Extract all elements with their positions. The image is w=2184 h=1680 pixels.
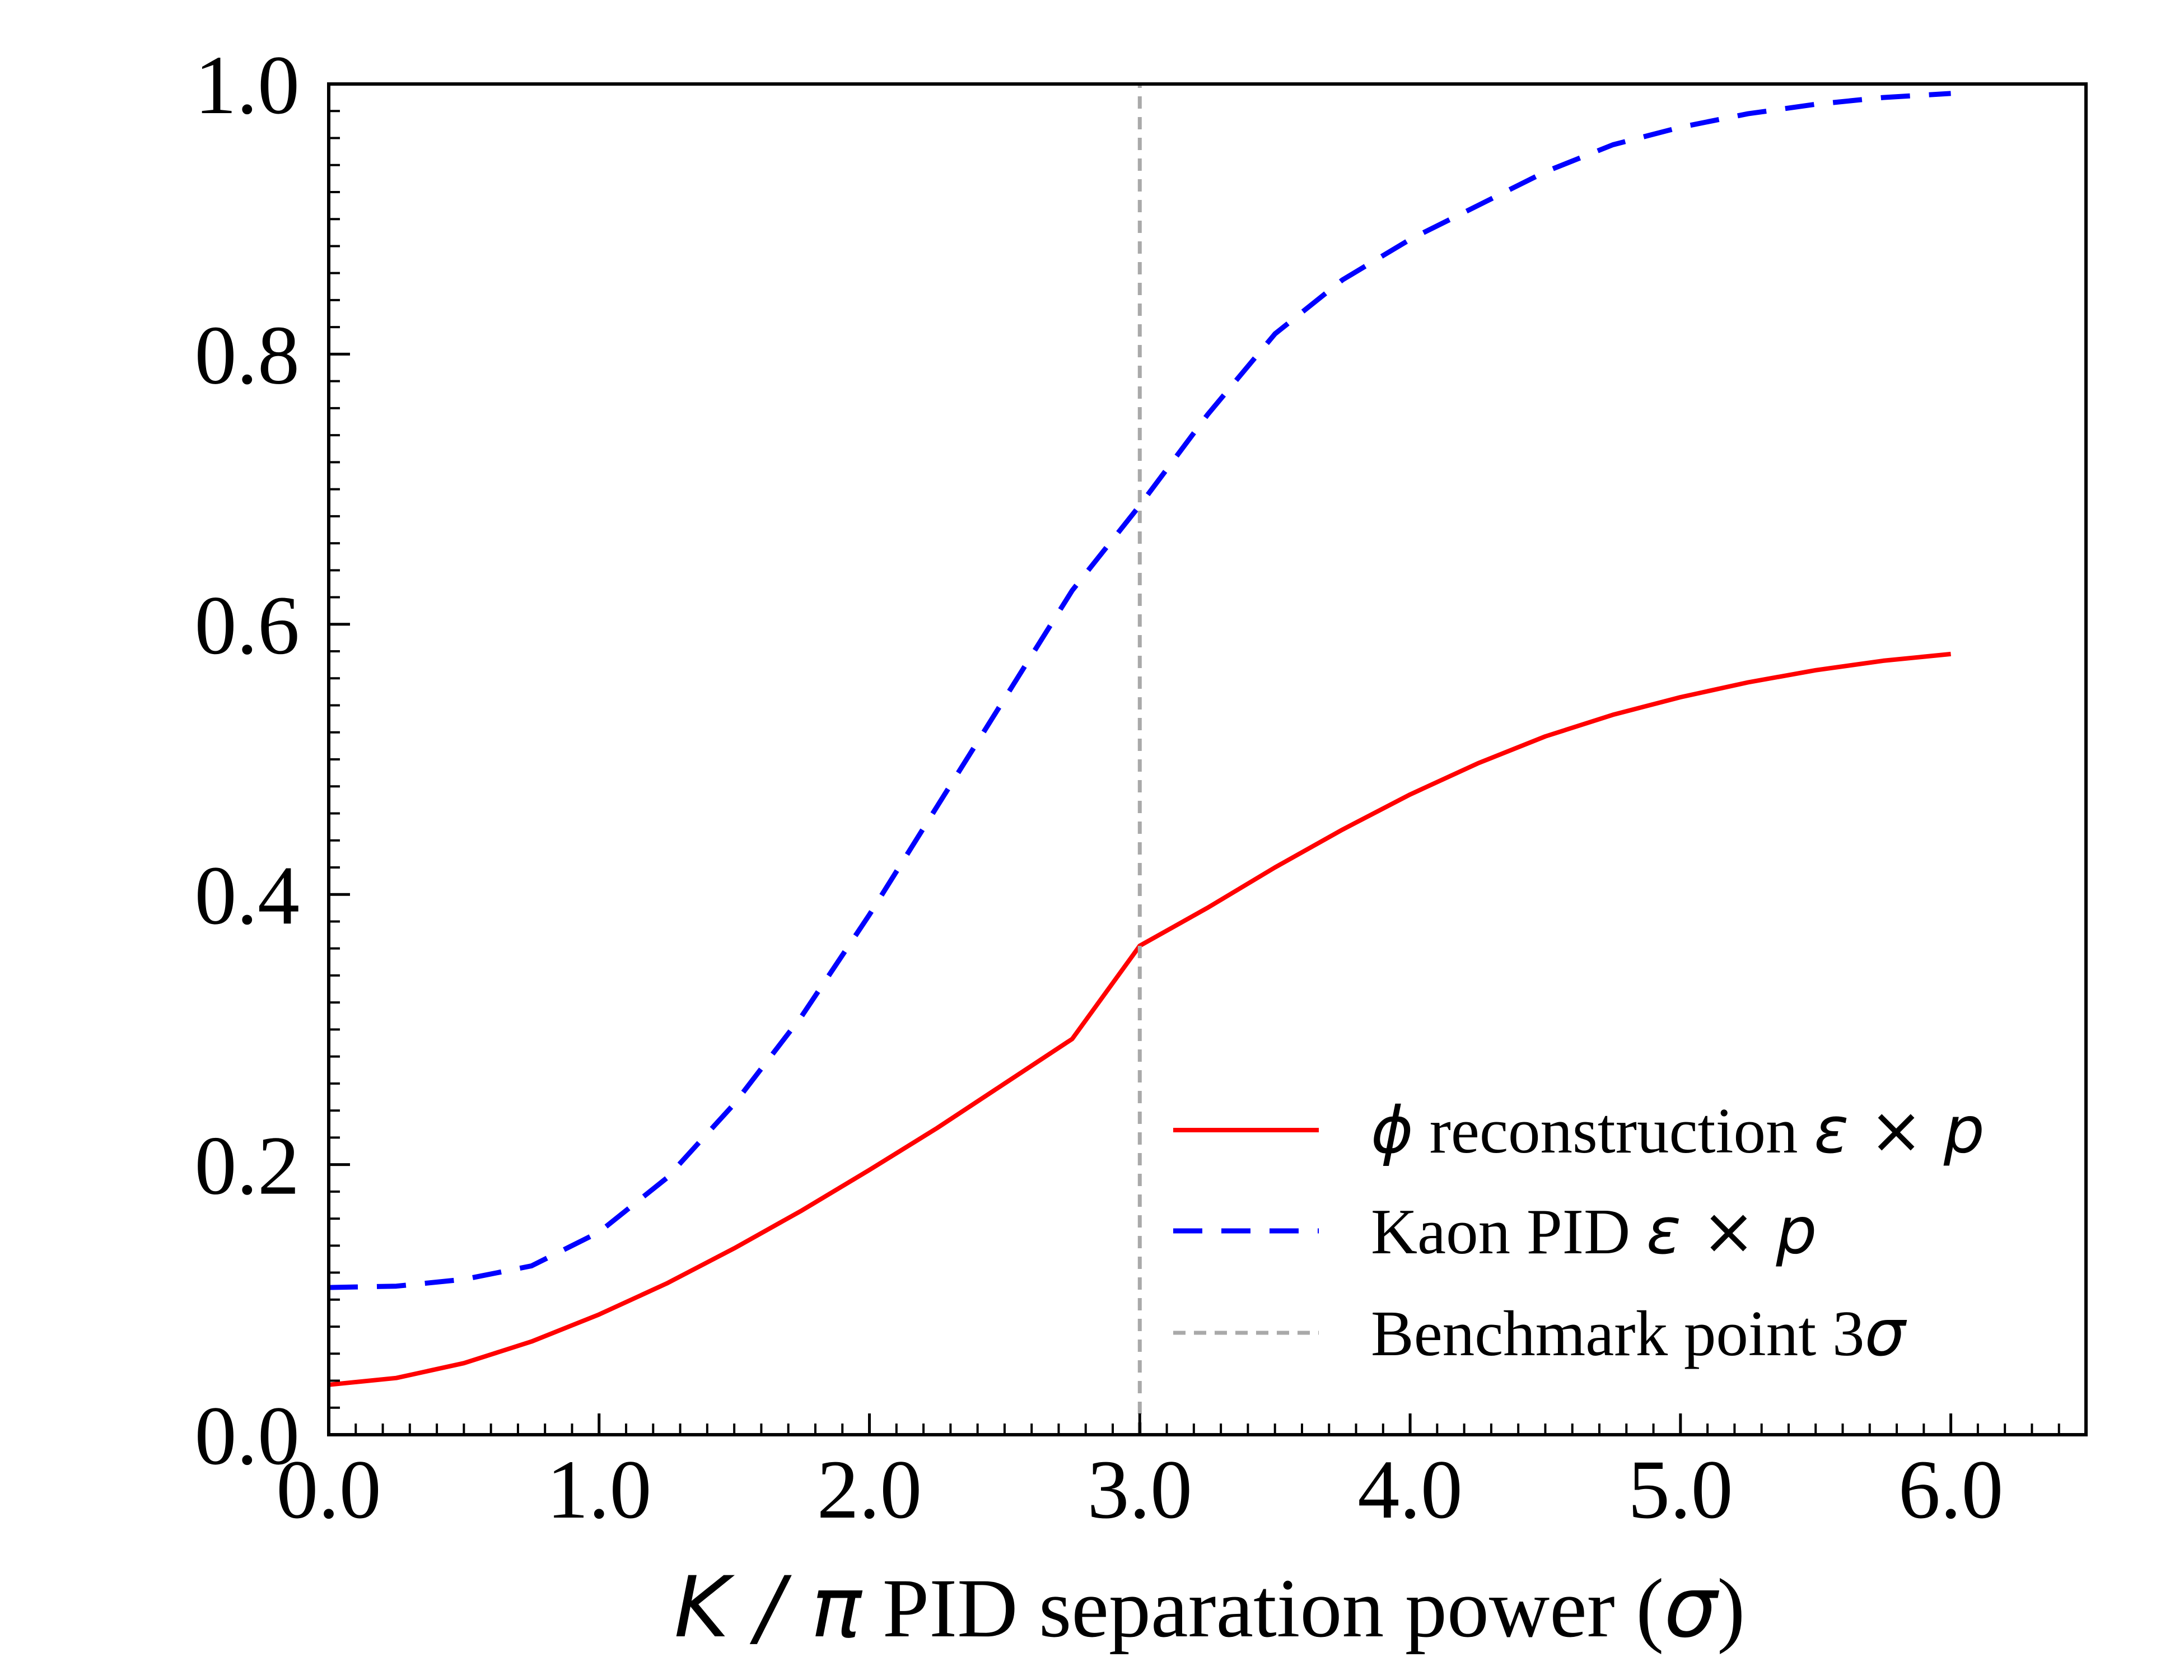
x-tick-labels: 0.0 1.0 2.0 3.0 4.0 5.0 6.0 xyxy=(276,1443,2003,1536)
x-axis-label-part: ) xyxy=(1717,1562,1745,1655)
x-axis-label-part: π xyxy=(811,1559,863,1656)
y-tick-label: 0.8 xyxy=(195,309,300,402)
y-tick-label: 0.4 xyxy=(195,849,300,942)
x-tick-label: 5.0 xyxy=(1628,1443,1733,1536)
x-axis-label-part: / xyxy=(729,1559,811,1656)
series-line-0 xyxy=(328,651,1951,1387)
x-axis-label-part: σ xyxy=(1664,1559,1719,1656)
legend-label-2-part: σ xyxy=(1864,1296,1907,1371)
y-tick-label: 0.6 xyxy=(195,579,300,672)
x-tick-label: 4.0 xyxy=(1357,1443,1463,1536)
axes-layer xyxy=(327,82,2088,1436)
legend-label-2: Benchmark point 3σ xyxy=(1371,1296,1907,1371)
plot-frame xyxy=(327,82,2088,1436)
legend-label-2-part: Benchmark point 3 xyxy=(1371,1298,1864,1369)
x-axis-label-part: K xyxy=(674,1559,735,1656)
series-layer xyxy=(328,84,1951,1435)
x-tick-label: 2.0 xyxy=(817,1443,922,1536)
y-tick-label: 0.0 xyxy=(195,1389,300,1482)
legend-label-1: Kaon PID ε × p xyxy=(1371,1194,1817,1269)
x-axis-label-part: PID separation power ( xyxy=(861,1562,1664,1655)
x-tick-label: 1.0 xyxy=(547,1443,652,1536)
legend-label-0-part: ϕ xyxy=(1371,1093,1413,1168)
y-tick-label: 1.0 xyxy=(195,39,300,132)
x-tick-label: 0.0 xyxy=(276,1443,381,1536)
legend-label-1-part: ε × p xyxy=(1646,1194,1817,1269)
x-axis-label: K / π PID separation power (σ) xyxy=(674,1559,1746,1656)
legend-label-0: ϕ reconstruction ε × p xyxy=(1371,1093,1985,1168)
x-tick-label: 3.0 xyxy=(1088,1443,1193,1536)
y-tick-labels: 0.0 0.2 0.4 0.6 0.8 1.0 xyxy=(195,39,300,1482)
legend-label-0-part: reconstruction xyxy=(1413,1095,1814,1166)
legend-label-0-part: ε × p xyxy=(1814,1093,1985,1168)
legend-label-1-part: Kaon PID xyxy=(1371,1196,1646,1267)
x-tick-label: 6.0 xyxy=(1898,1443,2004,1536)
y-tick-label: 0.2 xyxy=(195,1119,300,1212)
